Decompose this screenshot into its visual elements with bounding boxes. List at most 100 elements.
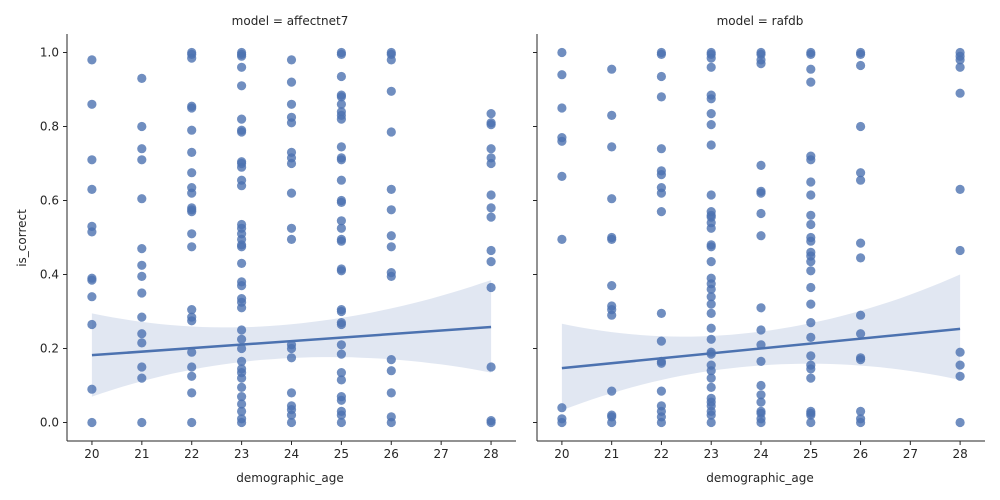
scatter-point: [336, 47, 346, 58]
x-tick-label: 26: [853, 447, 868, 461]
x-tick-label: 20: [554, 447, 569, 461]
scatter-point: [656, 166, 667, 176]
scatter-point: [87, 384, 97, 394]
scatter-point: [856, 168, 866, 178]
scatter-point: [756, 47, 766, 58]
scatter-point: [336, 368, 346, 378]
scatter-point: [706, 190, 716, 200]
scatter-point: [286, 112, 297, 122]
scatter-point: [286, 353, 297, 363]
scatter-point: [706, 373, 716, 383]
scatter-point: [656, 144, 667, 154]
scatter-point: [336, 175, 346, 185]
scatter-point: [486, 144, 496, 154]
scatter-point: [806, 318, 816, 328]
scatter-point: [286, 55, 297, 65]
scatter-point: [137, 244, 147, 254]
scatter-point: [955, 47, 965, 58]
scatter-point: [486, 118, 496, 128]
regression-line: [561, 327, 961, 370]
scatter-point: [187, 312, 197, 322]
scatter-point: [386, 205, 396, 215]
scatter-point: [856, 47, 866, 58]
scatter-point: [87, 292, 97, 302]
facet-panel-rafdb: model = rafdb demographic_age 20 21 22 23 24…: [533, 14, 985, 485]
scatter-point: [237, 81, 247, 91]
scatter-point: [386, 412, 396, 422]
scatter-point: [607, 232, 617, 243]
x-tick-label: 27: [903, 447, 918, 461]
scatter-point: [237, 334, 247, 344]
y-tick-label: 0.6: [40, 194, 59, 208]
scatter-point: [286, 147, 297, 157]
scatter-point: [706, 90, 716, 100]
y-tick-label: 0.2: [40, 342, 59, 356]
scatter-point: [87, 319, 97, 330]
scatter-point: [806, 406, 816, 416]
scatter-point: [486, 282, 496, 293]
x-tick-label: 27: [434, 447, 449, 461]
scatter-point: [187, 183, 197, 193]
x-tick-label: 24: [753, 447, 768, 461]
scatter-point: [336, 375, 346, 385]
scatter-point: [806, 417, 816, 428]
scatter-point: [486, 362, 496, 372]
scatter-point: [336, 305, 346, 315]
scatter-point: [336, 99, 346, 109]
scatter-point: [187, 242, 197, 252]
facet-title: model = affectnet7: [232, 14, 349, 28]
scatter-point: [286, 188, 297, 198]
scatter-point: [706, 308, 716, 318]
scatter-point: [187, 388, 197, 398]
scatter-point: [756, 325, 766, 335]
scatter-point: [756, 397, 766, 407]
scatter-point: [706, 109, 716, 119]
scatter-point: [706, 47, 716, 58]
scatter-point: [237, 175, 247, 185]
scatter-point: [237, 219, 247, 230]
y-tick-label: 1.0: [40, 46, 59, 60]
scatter-point: [856, 238, 866, 248]
scatter-point: [557, 234, 567, 244]
scatter-point: [87, 184, 97, 194]
scatter-point: [806, 232, 816, 243]
scatter-point: [187, 305, 197, 315]
scatter-point: [237, 364, 247, 374]
x-tick-label: 22: [184, 447, 199, 461]
x-tick-label: 21: [134, 447, 149, 461]
scatter-point: [286, 223, 297, 233]
scatter-point: [706, 207, 716, 217]
scatter-point: [237, 258, 247, 268]
scatter-point: [656, 47, 667, 58]
scatter-point: [486, 416, 496, 426]
x-tick-label: 23: [234, 447, 249, 461]
x-tick-label: 28: [483, 447, 498, 461]
scatter-point: [856, 406, 866, 416]
scatter-point: [187, 347, 197, 357]
scatter-point: [607, 142, 617, 152]
scatter-point: [486, 245, 496, 256]
scatter-point: [137, 73, 147, 83]
scatter-point: [237, 125, 247, 135]
scatter-point: [706, 240, 716, 250]
scatter-point: [706, 257, 716, 267]
y-tick-label: 0.0: [40, 416, 59, 430]
scatter-point: [756, 303, 766, 313]
scatter-point: [187, 417, 197, 428]
scatter-point: [386, 86, 396, 96]
scatter-point: [336, 71, 346, 82]
scatter-point: [137, 271, 147, 281]
x-axis-label: demographic_age: [236, 471, 343, 485]
scatter-point: [336, 234, 346, 244]
x-tick-label: 22: [654, 447, 669, 461]
scatter-point: [386, 184, 396, 194]
scatter-point: [286, 99, 297, 109]
scatter-point: [386, 127, 396, 137]
scatter-point: [237, 157, 247, 167]
scatter-point: [607, 301, 617, 311]
scatter-point: [137, 288, 147, 298]
regression-line: [91, 325, 492, 357]
scatter-point: [486, 212, 496, 222]
scatter-point: [806, 210, 816, 220]
